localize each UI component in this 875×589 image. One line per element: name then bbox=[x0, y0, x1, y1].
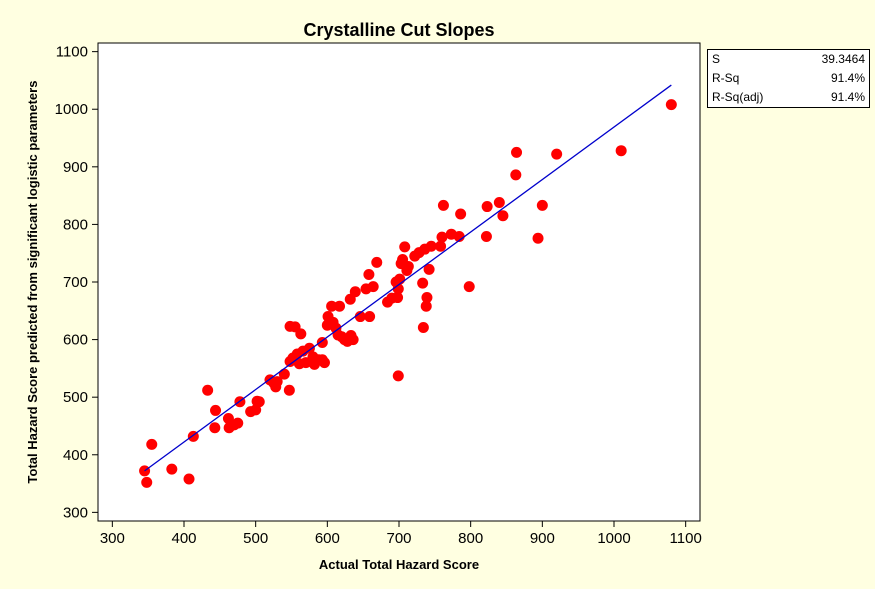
data-point bbox=[364, 311, 376, 323]
data-point bbox=[493, 197, 505, 209]
x-tick-label: 700 bbox=[386, 530, 411, 547]
y-tick-label: 1000 bbox=[55, 101, 88, 118]
y-tick-label: 800 bbox=[63, 216, 88, 233]
x-tick-label: 800 bbox=[458, 530, 483, 547]
data-point bbox=[532, 232, 544, 244]
data-point bbox=[423, 263, 435, 275]
data-point bbox=[497, 210, 509, 222]
data-point bbox=[437, 199, 449, 211]
data-point bbox=[166, 463, 178, 475]
x-tick-label: 900 bbox=[530, 530, 555, 547]
data-point bbox=[399, 241, 411, 253]
data-point bbox=[402, 260, 414, 272]
data-point bbox=[536, 199, 548, 211]
stat-label: R-Sq bbox=[712, 71, 740, 85]
data-point bbox=[392, 370, 404, 382]
y-tick-label: 700 bbox=[63, 274, 88, 291]
x-tick-label: 1000 bbox=[597, 530, 630, 547]
data-point bbox=[202, 384, 214, 396]
x-tick-label: 300 bbox=[100, 530, 125, 547]
data-point bbox=[510, 169, 522, 181]
data-point bbox=[349, 286, 361, 298]
data-point bbox=[371, 256, 383, 268]
stat-label: S bbox=[712, 52, 721, 66]
x-tick-label: 1100 bbox=[670, 530, 702, 547]
data-point bbox=[303, 342, 315, 354]
stat-row-s: S 39.3464 bbox=[708, 50, 869, 69]
stat-label: R-Sq(adj) bbox=[712, 90, 764, 104]
data-point bbox=[232, 417, 244, 429]
y-tick-label: 1100 bbox=[56, 44, 88, 61]
data-point bbox=[551, 148, 563, 160]
y-tick-label: 600 bbox=[63, 332, 88, 349]
data-point bbox=[421, 292, 433, 304]
data-point bbox=[511, 146, 523, 158]
x-axis-title: Actual Total Hazard Score bbox=[319, 557, 479, 572]
chart-title: Crystalline Cut Slopes bbox=[303, 20, 494, 40]
data-point bbox=[334, 300, 346, 312]
stat-row-rsq-adj: R-Sq(adj) 91.4% bbox=[708, 88, 869, 107]
data-point bbox=[417, 321, 429, 333]
data-point bbox=[253, 396, 265, 408]
y-tick-label: 500 bbox=[63, 389, 88, 406]
data-point bbox=[394, 273, 406, 285]
data-point bbox=[665, 99, 677, 111]
x-tick-label: 400 bbox=[171, 530, 196, 547]
stat-value: 91.4% bbox=[830, 90, 865, 104]
data-point bbox=[453, 231, 465, 243]
stat-value: 39.3464 bbox=[821, 52, 865, 66]
stat-row-rsq: R-Sq 91.4% bbox=[708, 69, 869, 88]
data-point bbox=[481, 201, 493, 213]
data-point bbox=[480, 231, 492, 243]
data-point bbox=[278, 368, 290, 380]
data-point bbox=[420, 300, 432, 312]
data-point bbox=[436, 231, 448, 243]
data-point bbox=[363, 269, 375, 281]
data-point bbox=[417, 277, 429, 289]
data-point bbox=[455, 208, 467, 220]
y-tick-label: 900 bbox=[63, 159, 88, 176]
data-point bbox=[435, 240, 447, 252]
data-point bbox=[183, 473, 195, 485]
data-point bbox=[283, 384, 295, 396]
data-point bbox=[392, 283, 404, 295]
data-point bbox=[318, 357, 330, 369]
data-point bbox=[367, 281, 379, 293]
y-tick-label: 300 bbox=[63, 504, 88, 521]
stats-box: S 39.3464 R-Sq 91.4% R-Sq(adj) 91.4% bbox=[707, 49, 870, 108]
data-point bbox=[295, 328, 307, 340]
data-point bbox=[425, 240, 437, 252]
data-point bbox=[141, 476, 153, 488]
data-point bbox=[209, 422, 221, 434]
data-point bbox=[392, 292, 404, 304]
data-point bbox=[463, 281, 475, 293]
y-axis-title: Total Hazard Score predicted from signif… bbox=[25, 81, 40, 484]
data-point bbox=[210, 404, 222, 416]
x-tick-label: 500 bbox=[243, 530, 268, 547]
stat-value: 91.4% bbox=[830, 71, 865, 85]
data-point bbox=[326, 300, 338, 312]
plot-area: 300 400 500 600 700 800 900 1000 1100 300 400 500 60… bbox=[55, 42, 702, 547]
data-point bbox=[271, 376, 283, 388]
x-tick-label: 600 bbox=[315, 530, 340, 547]
data-point bbox=[354, 311, 366, 323]
data-point bbox=[316, 336, 328, 348]
data-point bbox=[347, 334, 359, 346]
fit-line bbox=[144, 84, 672, 472]
data-point bbox=[146, 438, 158, 450]
y-tick-label: 400 bbox=[63, 447, 88, 464]
data-point bbox=[615, 145, 627, 157]
